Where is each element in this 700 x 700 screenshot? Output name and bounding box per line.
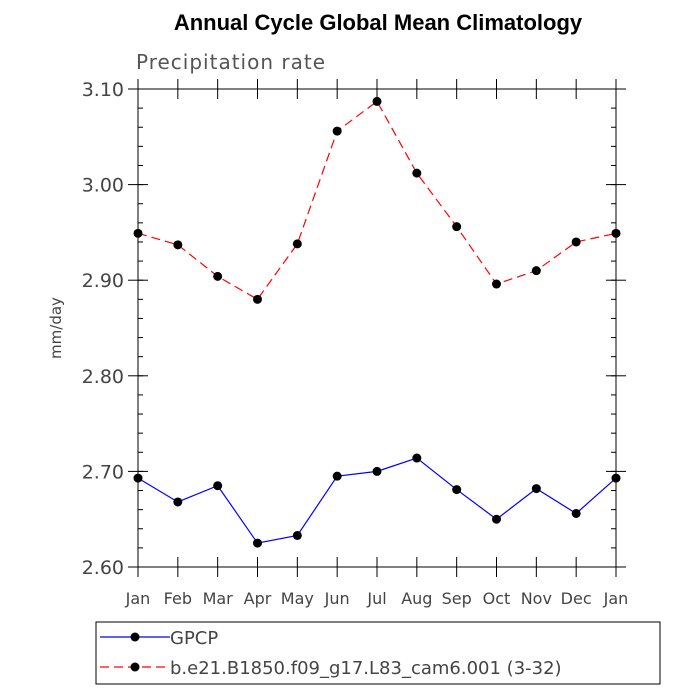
data-point: [531, 484, 541, 494]
legend-box: [95, 621, 661, 685]
chart-title: Annual Cycle Global Mean Climatology: [174, 10, 583, 35]
data-point: [173, 497, 183, 507]
plot-frame: [137, 88, 617, 568]
data-point: [332, 126, 342, 136]
y-tick-label: 3.10: [82, 79, 124, 101]
x-tick-label: Dec: [561, 589, 592, 608]
data-point: [531, 266, 541, 276]
data-point: [611, 228, 621, 238]
legend: GPCP b.e21.B1850.f09_g17.L83_cam6.001 (3-…: [95, 621, 661, 685]
x-tick-label: Nov: [521, 589, 552, 608]
y-tick-label: 2.70: [82, 461, 124, 483]
data-point: [452, 485, 462, 495]
data-point: [492, 514, 501, 524]
data-point: [412, 168, 422, 178]
x-tick-label: Sep: [442, 589, 472, 608]
data-point: [292, 530, 302, 540]
y-tick-label: 2.80: [82, 366, 124, 388]
data-point: [571, 237, 581, 247]
x-tick-label: May: [281, 589, 314, 608]
data-point: [213, 481, 223, 491]
y-axis-label: mm/day: [47, 297, 65, 359]
data-point: [372, 466, 382, 476]
x-tick-label: Jun: [324, 589, 350, 608]
data-point: [213, 271, 223, 281]
y-tick-label: 2.90: [82, 270, 124, 292]
data-point: [133, 228, 143, 238]
data-point: [292, 239, 302, 249]
y-tick-label: 3.00: [82, 175, 124, 197]
legend-label-1: b.e21.B1850.f09_g17.L83_cam6.001 (3-32): [170, 658, 562, 679]
x-tick-label: Mar: [203, 589, 234, 608]
data-point: [372, 96, 382, 106]
legend-label-0: GPCP: [170, 628, 218, 649]
x-tick-label: Jan: [603, 589, 629, 608]
legend-marker-1: [130, 662, 140, 672]
data-point: [492, 279, 501, 289]
x-tick-label: Apr: [244, 589, 272, 608]
axis-ticks: 2.60 2.70 2.80 2.90 3.00 3.10 Jan Feb Mar Apr May J…: [82, 79, 629, 608]
series-group: [133, 96, 621, 548]
series-line-1: [137, 100, 617, 301]
data-point: [253, 294, 262, 304]
data-point: [571, 508, 581, 518]
data-point: [133, 473, 143, 483]
data-point: [173, 240, 183, 250]
data-point: [611, 473, 621, 483]
data-point: [253, 538, 262, 548]
x-tick-label: Feb: [164, 589, 192, 608]
data-point: [332, 471, 342, 481]
data-point: [452, 222, 462, 232]
chart-subtitle: Precipitation rate: [136, 50, 326, 74]
x-tick-label: Jul: [366, 589, 386, 608]
legend-marker-0: [130, 632, 140, 642]
data-point: [412, 453, 422, 463]
x-tick-label: Aug: [401, 589, 432, 608]
y-tick-label: 2.60: [82, 557, 124, 579]
x-tick-label: Oct: [483, 589, 511, 608]
x-tick-label: Jan: [125, 589, 151, 608]
